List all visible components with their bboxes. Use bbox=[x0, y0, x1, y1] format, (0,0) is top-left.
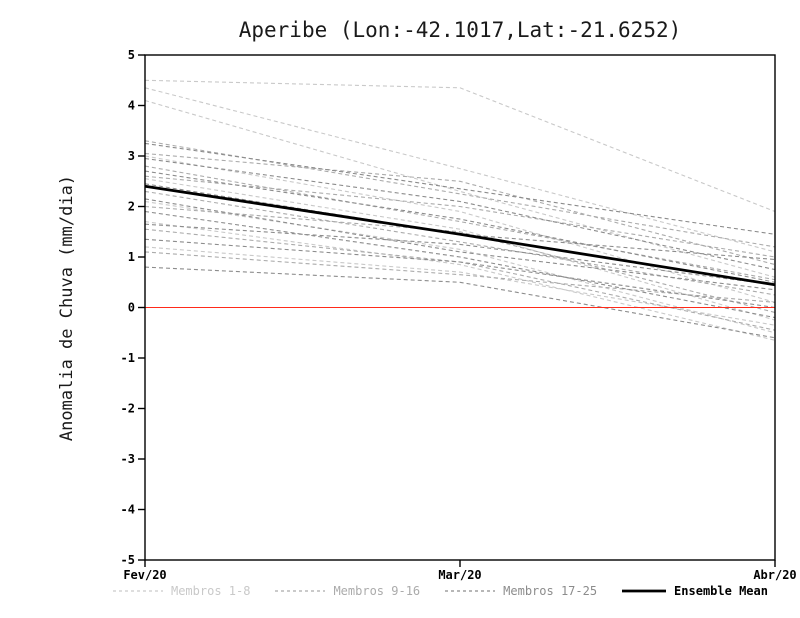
member-line bbox=[144, 190, 776, 296]
chart-title: Aperibe (Lon:-42.1017,Lat:-21.6252) bbox=[238, 18, 682, 42]
legend-item-membros-17-25: Membros 17-25 bbox=[444, 584, 597, 598]
member-line bbox=[144, 205, 776, 314]
member-line bbox=[144, 178, 776, 321]
legend-line-sample bbox=[275, 590, 326, 592]
member-line bbox=[144, 251, 776, 303]
member-line bbox=[144, 183, 776, 261]
legend-line-sample bbox=[622, 589, 667, 593]
member-line bbox=[144, 223, 776, 286]
y-tick-label: 0 bbox=[128, 301, 135, 315]
legend-label: Membros 9-16 bbox=[333, 584, 421, 598]
member-line bbox=[144, 152, 776, 266]
member-line bbox=[144, 170, 776, 283]
member-line bbox=[144, 238, 776, 309]
member-line bbox=[144, 87, 776, 253]
member-line bbox=[144, 79, 776, 213]
member-line bbox=[144, 140, 776, 248]
y-tick-label: 5 bbox=[128, 48, 135, 62]
member-line bbox=[144, 200, 776, 334]
member-line bbox=[144, 210, 776, 319]
ensemble-mean-line bbox=[144, 184, 776, 287]
legend-item-membros-1-8: Membros 1-8 bbox=[112, 584, 250, 598]
y-tick-label: 3 bbox=[128, 149, 135, 163]
member-line bbox=[144, 198, 776, 291]
y-tick-label: -5 bbox=[121, 553, 135, 567]
legend-item-ensemble-mean: Ensemble Mean bbox=[621, 584, 768, 598]
member-line bbox=[144, 157, 776, 271]
legend-label: Membros 17-25 bbox=[503, 584, 598, 598]
x-tick-label: Mar/20 bbox=[438, 568, 481, 582]
member-line bbox=[144, 155, 776, 303]
legend-label: Membros 1-8 bbox=[170, 584, 251, 598]
y-tick-label: -3 bbox=[121, 452, 135, 466]
member-line bbox=[144, 142, 776, 235]
y-tick-label: 4 bbox=[128, 99, 135, 113]
member-line bbox=[144, 266, 776, 339]
legend: Membros 1-8 Membros 9-16 Membros 17-25 E… bbox=[100, 584, 780, 598]
y-tick-label: -4 bbox=[121, 503, 135, 517]
y-tick-label: -2 bbox=[121, 402, 135, 416]
y-tick-label: -1 bbox=[121, 351, 135, 365]
x-tick-label: Fev/20 bbox=[123, 568, 166, 582]
legend-item-membros-9-16: Membros 9-16 bbox=[274, 584, 420, 598]
member-line bbox=[144, 165, 776, 281]
y-tick-label: 1 bbox=[128, 250, 135, 264]
legend-label: Ensemble Mean bbox=[674, 584, 768, 598]
legend-line-sample bbox=[445, 590, 496, 592]
member-line bbox=[144, 175, 776, 258]
legend-line-sample bbox=[112, 590, 163, 592]
x-tick-label: Abr/20 bbox=[753, 568, 796, 582]
y-tick-label: 2 bbox=[128, 200, 135, 214]
member-line bbox=[144, 221, 776, 341]
